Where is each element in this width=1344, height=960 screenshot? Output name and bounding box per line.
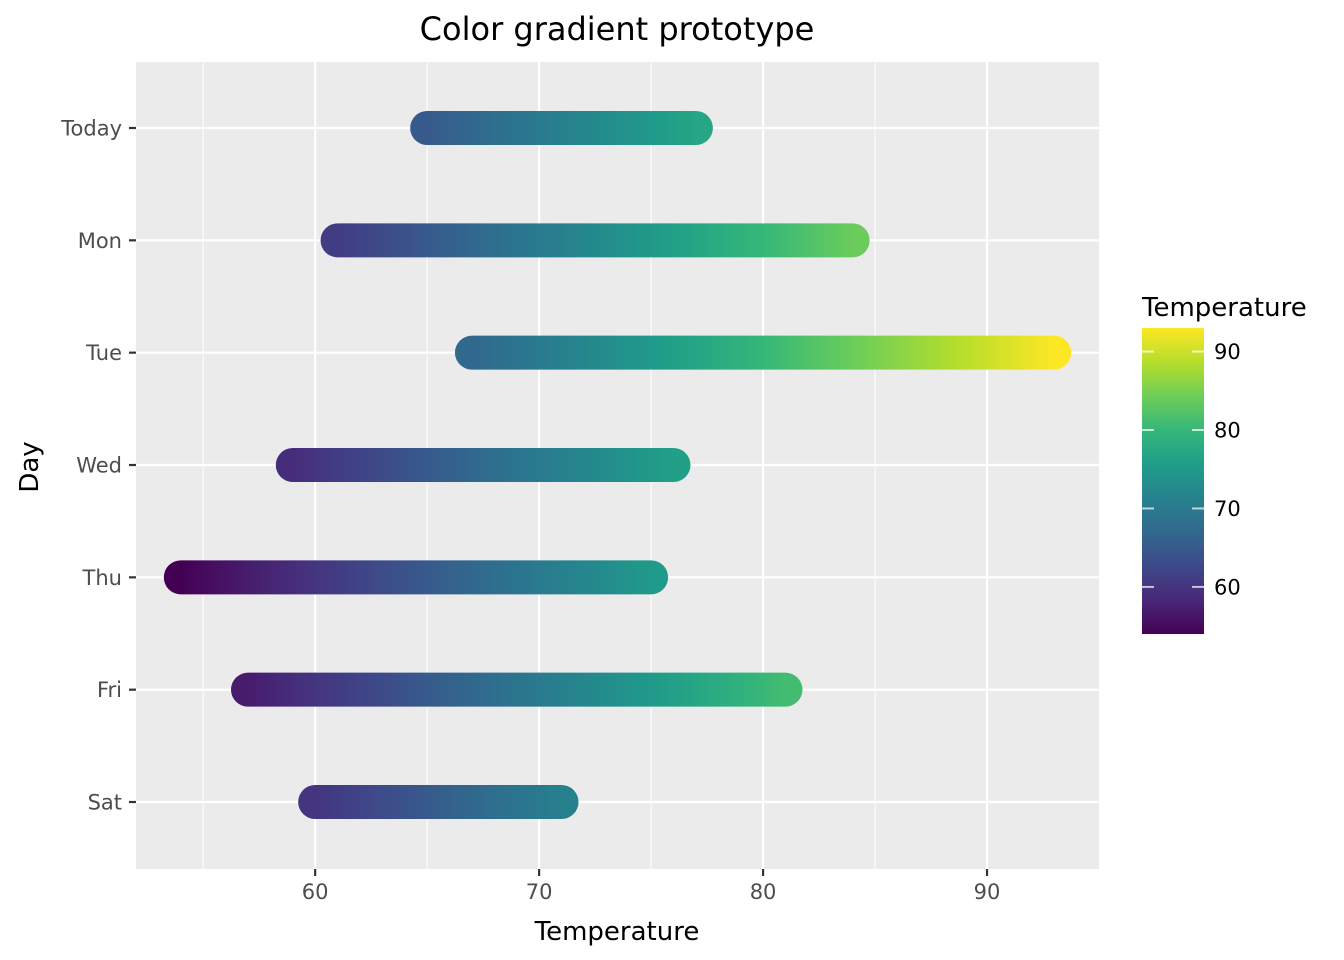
x-tick-label: 70 (526, 880, 553, 904)
y-axis-title: Day (15, 441, 45, 492)
legend-tick-label: 80 (1214, 419, 1241, 443)
y-tick-label: Mon (78, 229, 122, 253)
x-axis: 60 70 80 90 (302, 869, 1001, 904)
y-tick-label: Wed (76, 454, 122, 478)
legend: Temperature 60 70 80 90 (1141, 293, 1307, 634)
legend-tick-label: 70 (1214, 497, 1241, 521)
legend-tick-label: 90 (1214, 340, 1241, 364)
y-tick-label: Sat (88, 791, 122, 815)
x-tick-label: 90 (974, 880, 1001, 904)
x-axis-title: Temperature (534, 917, 700, 947)
legend-title: Temperature (1141, 293, 1307, 323)
legend-colorbar (1142, 328, 1204, 634)
chart-title: Color gradient prototype (420, 10, 815, 48)
y-tick-label: Today (60, 117, 122, 141)
x-tick-label: 80 (750, 880, 777, 904)
bars (163, 111, 1072, 819)
y-tick-label: Thu (82, 566, 122, 590)
legend-tick-label: 60 (1214, 575, 1241, 599)
y-tick-label: Tue (85, 341, 122, 365)
x-tick-label: 60 (302, 880, 329, 904)
y-axis: Today Mon Tue Wed Thu Fri Sat (60, 117, 136, 815)
y-tick-label: Fri (97, 678, 122, 702)
